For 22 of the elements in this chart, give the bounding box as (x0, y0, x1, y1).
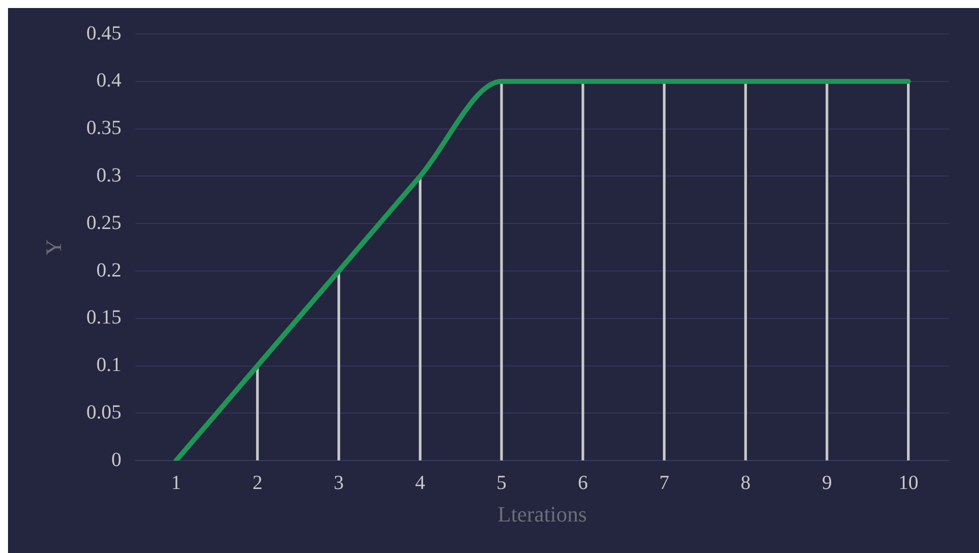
x-tick-label: 6 (578, 472, 588, 494)
x-tick-label: 8 (740, 472, 751, 494)
y-tick-label: 0.3 (96, 164, 122, 186)
y-tick-label: 0.45 (86, 22, 122, 44)
y-tick-label: 0.35 (86, 117, 122, 140)
x-tick-label: 10 (898, 472, 918, 494)
x-axis-title: Lterations (498, 502, 587, 527)
x-tick-label: 4 (415, 472, 426, 494)
y-tick-label: 0.25 (86, 212, 122, 234)
x-tick-label: 1 (171, 472, 182, 494)
y-tick-label: 0.4 (96, 70, 122, 92)
x-tick-label: 5 (496, 472, 507, 494)
y-tick-label: 0.05 (86, 401, 122, 424)
y-tick-label: 0 (111, 448, 122, 471)
x-tick-label: 2 (252, 472, 262, 494)
y-axis-title: Y (40, 239, 66, 256)
y-tick-label: 0.15 (86, 306, 122, 329)
x-tick-label: 9 (822, 472, 832, 494)
y-tick-label: 0.1 (96, 354, 122, 376)
x-tick-label: 7 (659, 472, 670, 494)
x-tick-label: 3 (334, 472, 344, 494)
y-tick-label: 0.2 (96, 259, 122, 282)
